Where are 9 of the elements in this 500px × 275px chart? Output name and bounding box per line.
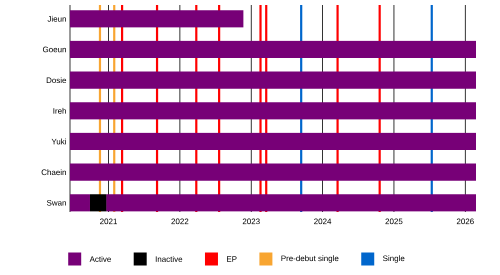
bar <box>70 10 244 28</box>
bar <box>70 194 90 212</box>
bar <box>70 164 476 181</box>
bar <box>70 102 476 120</box>
bar <box>90 194 106 212</box>
bar <box>70 132 476 150</box>
bar <box>70 72 476 89</box>
bar <box>106 194 476 212</box>
bar <box>70 40 476 58</box>
